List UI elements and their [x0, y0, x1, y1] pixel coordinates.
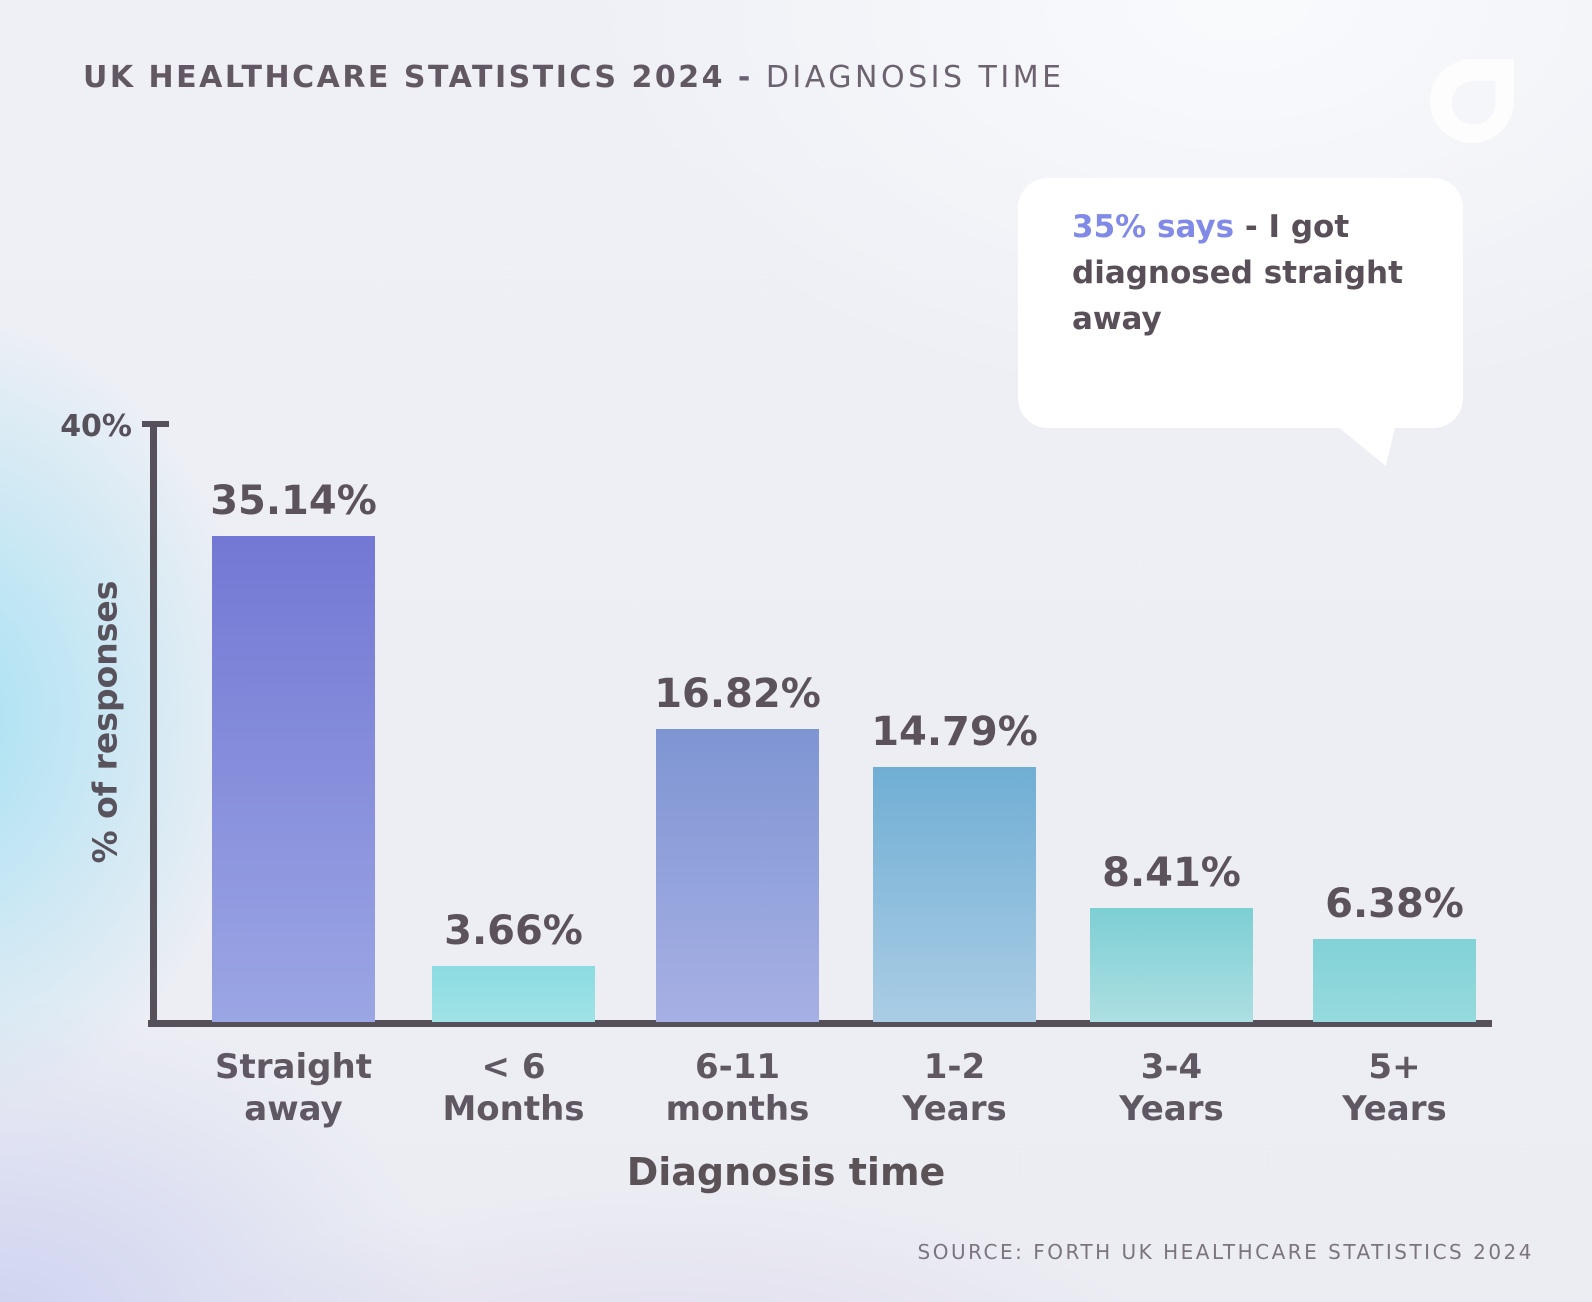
- source-note: SOURCE: FORTH UK HEALTHCARE STATISTICS 2…: [917, 1240, 1534, 1264]
- x-axis-category-label: < 6 Months: [442, 1047, 585, 1129]
- title-main: UK HEALTHCARE STATISTICS 2024: [83, 60, 725, 95]
- title-separator: -: [724, 60, 766, 95]
- x-axis-category-label: 1-2 Years: [902, 1047, 1007, 1129]
- bar-value-label: 14.79%: [871, 709, 1038, 755]
- bar-value-label: 6.38%: [1325, 881, 1464, 927]
- forth-drop-logo-icon: [1430, 57, 1514, 145]
- bar-value-label: 16.82%: [654, 671, 821, 717]
- speech-bubble: 35% says - I got diagnosed straight away: [1018, 178, 1463, 466]
- plot-area: 35.14% 3.66% 16.82% 14.79% 8.41% 6.38%: [210, 478, 1476, 1022]
- bar-3: [656, 729, 819, 1022]
- x-axis-category-label: 3-4 Years: [1119, 1047, 1224, 1129]
- bar-value-label: 3.66%: [444, 908, 583, 954]
- title-subtitle: DIAGNOSIS TIME: [765, 60, 1065, 95]
- callout-body: - I got diagnosed straight away: [1072, 209, 1403, 337]
- y-axis-line: [150, 421, 157, 1026]
- x-axis-category-label: Straight away: [215, 1047, 372, 1129]
- bar-1: [212, 536, 375, 1022]
- callout-highlight: 35% says: [1072, 209, 1235, 245]
- y-axis-tick-label: 40%: [60, 409, 132, 444]
- bar-2: [432, 966, 595, 1022]
- speech-bubble-text: 35% says - I got diagnosed straight away: [1072, 204, 1433, 342]
- bar-value-label: 35.14%: [210, 478, 377, 524]
- x-axis-title: Diagnosis time: [626, 1150, 946, 1194]
- x-axis-line: [148, 1020, 1492, 1027]
- x-axis-category-label: 6-11 months: [665, 1047, 810, 1129]
- page-title: UK HEALTHCARE STATISTICS 2024 - DIAGNOSI…: [83, 60, 1065, 95]
- bar-5: [1090, 908, 1253, 1022]
- x-axis-category-label: 5+ Years: [1342, 1047, 1447, 1129]
- bar-value-label: 8.41%: [1102, 850, 1241, 896]
- bar-4: [873, 767, 1036, 1022]
- bar-6: [1313, 939, 1476, 1022]
